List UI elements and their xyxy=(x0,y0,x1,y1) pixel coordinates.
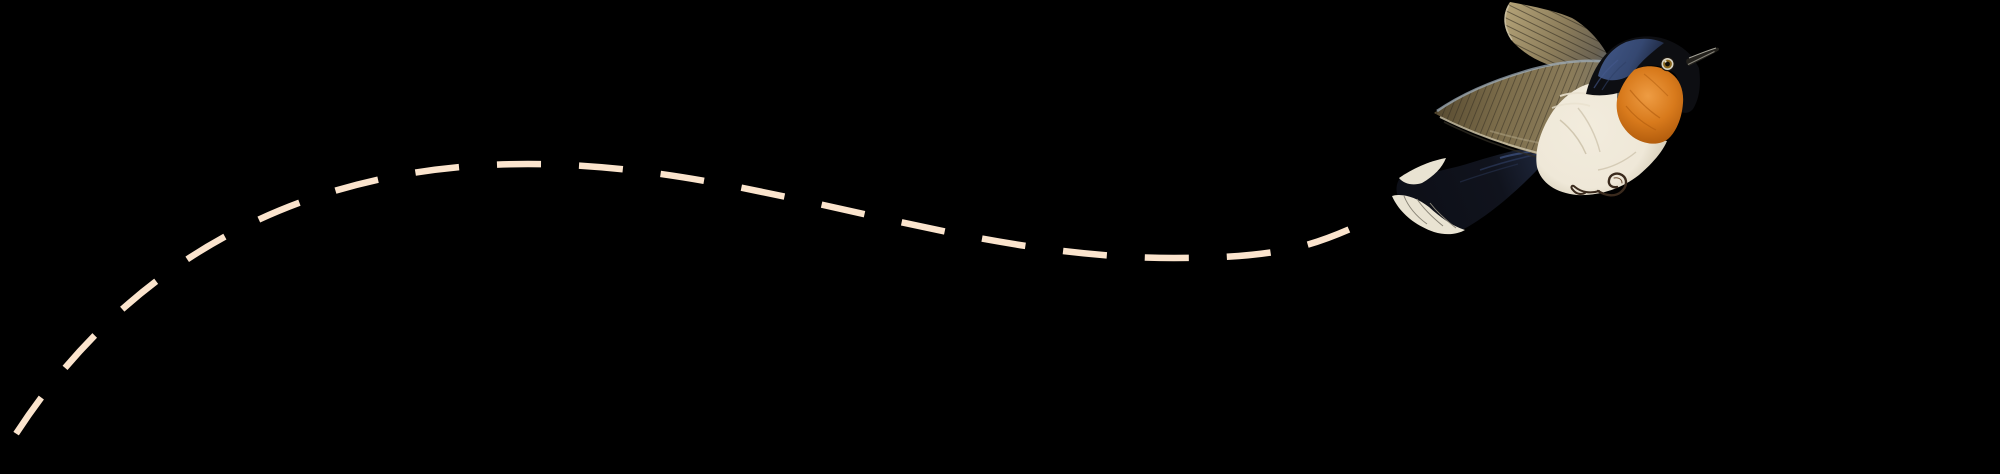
bird-feet xyxy=(1570,172,1628,197)
bird-orange-breast xyxy=(1616,66,1684,144)
bird-head xyxy=(1586,36,1700,113)
bird-beak xyxy=(1686,47,1720,66)
crown-blue-sheen xyxy=(1598,38,1664,81)
bird-eye xyxy=(1660,56,1675,72)
bird-belly xyxy=(1536,82,1667,196)
tail-white-fringe xyxy=(1392,195,1465,235)
flight-path-dashed-line xyxy=(0,160,1374,467)
bird-far-wing xyxy=(1504,2,1610,71)
bird-illustration xyxy=(1392,2,1720,235)
tail-white-wedge xyxy=(1399,158,1446,185)
